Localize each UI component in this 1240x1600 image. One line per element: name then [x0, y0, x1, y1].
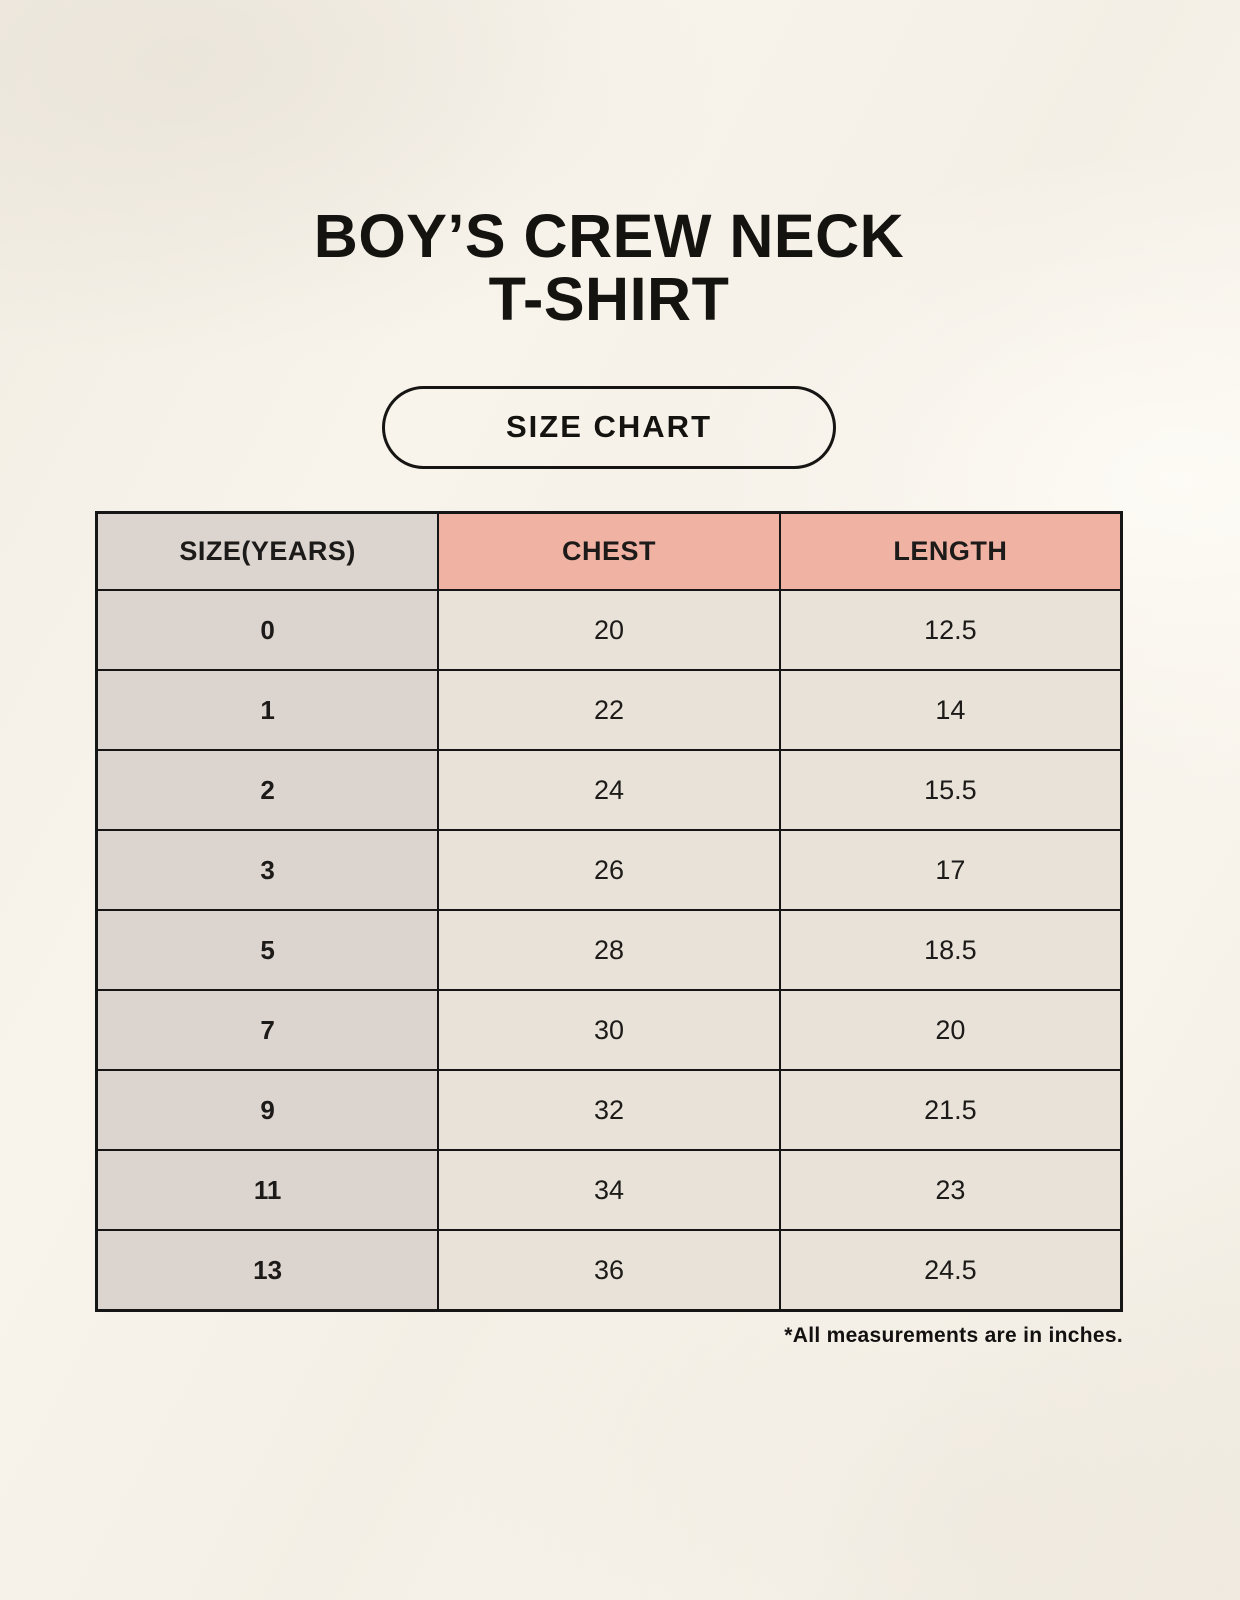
- length-cell: 21.5: [778, 1069, 1123, 1152]
- page-content: BOY’S CREW NECK T-SHIRT SIZE CHART SIZE(…: [95, 0, 1123, 1348]
- size-cell: 7: [95, 989, 440, 1072]
- chest-cell: 28: [437, 909, 781, 992]
- size-chart-table: SIZE(YEARS) CHEST LENGTH 0 20 12.5 1 22 …: [95, 510, 1123, 1312]
- table-row: 7 30 20: [95, 989, 1123, 1072]
- header-length: LENGTH: [778, 511, 1123, 592]
- page-title: BOY’S CREW NECK T-SHIRT: [95, 202, 1123, 334]
- length-cell: 18.5: [778, 909, 1123, 992]
- table-header: SIZE(YEARS) CHEST LENGTH: [95, 511, 1123, 592]
- header-chest: CHEST: [437, 511, 781, 592]
- chest-cell: 22: [437, 669, 781, 752]
- table-row: 2 24 15.5: [95, 749, 1123, 832]
- table-row: 5 28 18.5: [95, 909, 1123, 992]
- table-row: 0 20 12.5: [95, 589, 1123, 672]
- page-title-line1: BOY’S CREW NECK: [313, 202, 905, 270]
- size-cell: 9: [95, 1069, 440, 1152]
- header-size-years: SIZE(YEARS): [95, 511, 440, 592]
- chest-cell: 26: [437, 829, 781, 912]
- length-cell: 12.5: [778, 589, 1123, 672]
- size-cell: 11: [95, 1149, 440, 1232]
- table-row: 11 34 23: [95, 1149, 1123, 1232]
- table-row: 1 22 14: [95, 669, 1123, 752]
- size-chart-badge: SIZE CHART: [382, 385, 836, 469]
- size-cell: 2: [95, 749, 440, 832]
- size-cell: 0: [95, 589, 440, 672]
- table-row: 9 32 21.5: [95, 1069, 1123, 1152]
- measurements-footnote: *All measurements are in inches.: [784, 1323, 1123, 1347]
- length-cell: 24.5: [778, 1229, 1123, 1312]
- size-cell: 3: [95, 829, 440, 912]
- size-cell: 1: [95, 669, 440, 752]
- length-cell: 20: [778, 989, 1123, 1072]
- size-cell: 13: [95, 1229, 440, 1312]
- length-cell: 17: [778, 829, 1123, 912]
- length-cell: 23: [778, 1149, 1123, 1232]
- length-cell: 14: [778, 669, 1123, 752]
- chest-cell: 30: [437, 989, 781, 1072]
- size-chart-badge-label: SIZE CHART: [506, 409, 712, 445]
- size-cell: 5: [95, 909, 440, 992]
- table-row: 13 36 24.5: [95, 1229, 1123, 1312]
- chest-cell: 34: [437, 1149, 781, 1232]
- length-cell: 15.5: [778, 749, 1123, 832]
- chest-cell: 36: [437, 1229, 781, 1312]
- chest-cell: 20: [437, 589, 781, 672]
- page-title-line2: T-SHIRT: [488, 265, 730, 334]
- chest-cell: 32: [437, 1069, 781, 1152]
- table-body: 0 20 12.5 1 22 14 2 24 15.5 3 26 17 5 28: [95, 589, 1123, 1312]
- table-row: 3 26 17: [95, 829, 1123, 912]
- chest-cell: 24: [437, 749, 781, 832]
- header-row: SIZE(YEARS) CHEST LENGTH: [95, 511, 1123, 592]
